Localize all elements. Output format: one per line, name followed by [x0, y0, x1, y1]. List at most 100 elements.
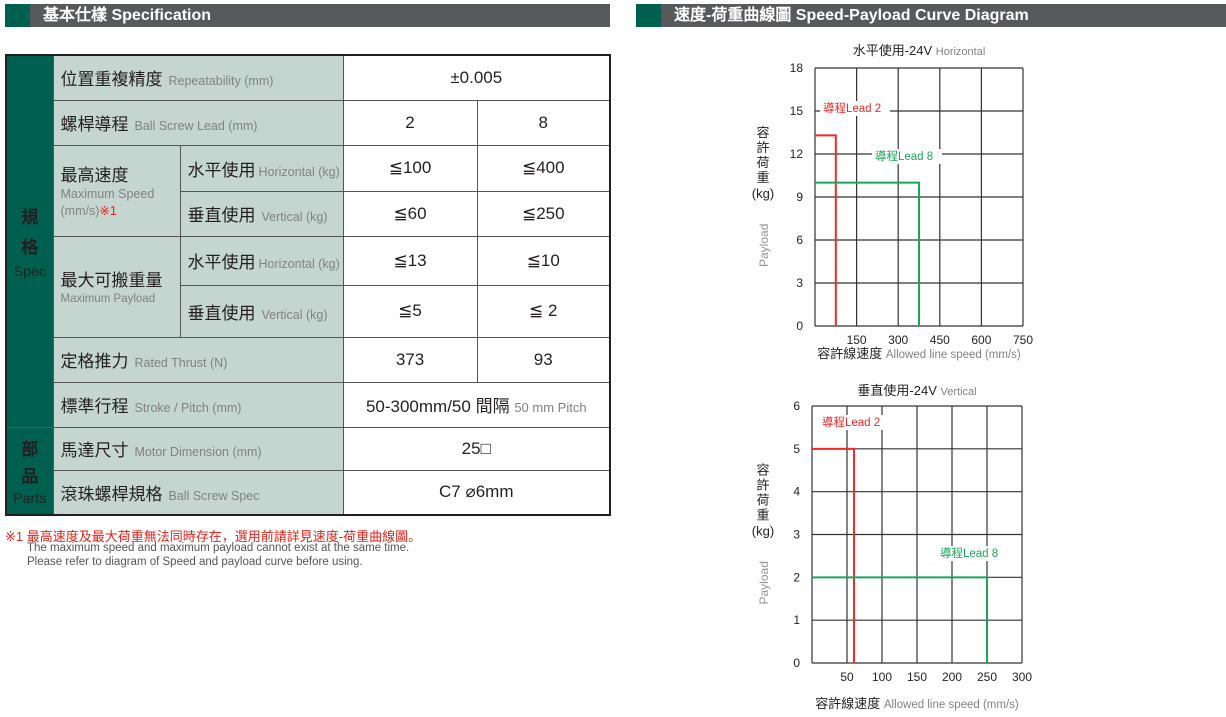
table-row: 部品 Parts 馬達尺寸 Motor Dimension (mm) 25□ [5, 426, 611, 516]
series-label-bg [937, 546, 1007, 561]
footnote-ref: ※1 [99, 204, 117, 218]
y-axis-label-char: 許 [756, 140, 769, 155]
speed-horizontal-2: ≦400 [476, 144, 611, 192]
spec-section-header: 基本仕樣 Specification [5, 4, 610, 27]
parts-band: 部品 Parts [5, 426, 54, 516]
y-axis-label-char: 重 [756, 508, 769, 523]
x-tick-label: 750 [1013, 333, 1033, 347]
payload-vertical-2: ≦ 2 [476, 284, 611, 338]
table-row: 定格推力 Rated Thrust (N) 373 93 [6, 336, 611, 383]
footnote: ※1 最高速度及最大荷重無法同時存在，選用前請詳見速度-荷重曲線圖。 [5, 529, 422, 544]
max-speed-label: 最高速度 Maximum Speed (mm/s)※1 [52, 144, 181, 237]
y-tick-label: 5 [793, 442, 800, 456]
repeatability-value: ±0.005 [342, 54, 611, 101]
band-spec-zh: 規格 [21, 208, 39, 258]
y-tick-label: 12 [790, 147, 804, 161]
series-line [815, 181, 920, 326]
y-axis-label-en: Payload [757, 224, 771, 267]
stroke-label: 標準行程 Stroke / Pitch (mm) [52, 381, 344, 428]
x-tick-label: 300 [1012, 670, 1032, 684]
chart-title: 水平使用-24V Horizontal [853, 43, 986, 58]
band-parts-zh: 部品 [21, 439, 39, 486]
x-tick-label: 50 [840, 670, 854, 684]
series-label-bg [872, 149, 942, 164]
series-label: 導程Lead 8 [940, 546, 998, 560]
x-axis-label: 容許線速度 Allowed line speed (mm/s) [815, 696, 1019, 711]
y-axis-label-char: 重 [756, 170, 769, 185]
payload-vertical-label: 垂直使用 Vertical (kg) [179, 284, 344, 338]
speed-horizontal-1: ≦100 [342, 144, 478, 192]
spec-title-en: Specification [111, 7, 212, 24]
x-tick-label: 450 [930, 333, 950, 347]
chart-title: 速度-荷重曲線圖 [674, 7, 792, 24]
spec-title: 基本仕樣 [43, 7, 108, 24]
y-tick-label: 0 [796, 319, 803, 333]
series-line [812, 576, 988, 663]
x-axis-label: 容許線速度 Allowed line speed (mm/s) [817, 346, 1021, 361]
y-tick-label: 2 [793, 570, 800, 584]
chart-title-en: Speed-Payload Curve Diagram [795, 7, 1029, 24]
y-axis-unit: (kg) [752, 186, 774, 201]
y-axis-label-char: 許 [756, 478, 769, 493]
table-row: 垂直使用 Vertical (kg) ≦5 ≦ 2 [6, 284, 611, 338]
y-tick-label: 18 [790, 61, 804, 75]
header-accent [5, 4, 30, 27]
y-axis-unit: (kg) [752, 524, 774, 539]
header-accent [636, 4, 661, 27]
x-tick-label: 300 [888, 333, 908, 347]
series-label: 導程Lead 8 [875, 149, 933, 163]
table-row: 最高速度 Maximum Speed (mm/s)※1 水平使用 Horizontal… [6, 144, 611, 237]
series-line [812, 447, 855, 663]
series-label-bg [820, 101, 890, 116]
y-tick-label: 0 [793, 656, 800, 670]
ball-screw-label: 滾珠螺桿規格 Ball Screw Spec [52, 469, 344, 516]
table-row: 規格 Spec 位置重複精度 Repeatability (mm) ±0.005 [5, 54, 611, 428]
speed-vertical-2: ≦250 [476, 190, 611, 237]
payload-horizontal-2: ≦10 [476, 235, 611, 286]
y-axis-label-char: 容 [756, 463, 769, 478]
chart-title: 垂直使用-24V Vertical [857, 383, 976, 398]
x-tick-label: 200 [942, 670, 962, 684]
y-tick-label: 15 [790, 104, 804, 118]
speed-horizontal-label: 水平使用 Horizontal (kg) [179, 144, 344, 192]
thrust-value-1: 373 [342, 336, 478, 383]
table-row: 標準行程 Stroke / Pitch (mm) 50-300mm/50 間隔 5… [6, 381, 611, 428]
y-tick-label: 4 [793, 485, 800, 499]
lead-value-1: 2 [342, 99, 478, 146]
thrust-value-2: 93 [476, 336, 611, 383]
table-row: 最大可搬重量 Maximum Payload 水平使用 Horizontal (kg… [6, 235, 611, 338]
footnote-en-1: The maximum speed and maximum payload ca… [27, 542, 410, 554]
chart-section-header: 速度-荷重曲線圖 Speed-Payload Curve Diagram [636, 4, 1226, 27]
ball-screw-value: C7 ⌀6mm [342, 469, 611, 516]
y-tick-label: 3 [793, 528, 800, 542]
y-tick-label: 6 [793, 399, 800, 413]
table-row: 滾珠螺桿規格 Ball Screw Spec C7 ⌀6mm [6, 469, 611, 516]
series-label: 導程Lead 2 [822, 415, 880, 429]
y-axis-label-char: 容 [756, 125, 769, 140]
y-tick-label: 1 [793, 613, 800, 627]
stroke-value: 50-300mm/50 間隔 50 mm Pitch [342, 381, 611, 428]
x-tick-label: 150 [847, 333, 867, 347]
footnote-en-2: Please refer to diagram of Speed and pay… [27, 556, 363, 568]
spec-band: 規格 Spec [5, 54, 54, 428]
speed-vertical-1: ≦60 [342, 190, 478, 237]
y-axis-label-char: 荷 [756, 493, 769, 508]
y-tick-label: 6 [796, 233, 803, 247]
y-tick-label: 9 [796, 190, 803, 204]
y-axis-label-en: Payload [757, 561, 771, 604]
series-label: 導程Lead 2 [823, 101, 881, 115]
band-spec-en: Spec [13, 263, 46, 280]
repeatability-label: 位置重複精度 Repeatability (mm) [52, 54, 344, 101]
y-axis-label-char: 荷 [756, 155, 769, 170]
x-tick-label: 250 [977, 670, 997, 684]
y-tick-label: 3 [796, 276, 803, 290]
motor-label: 馬達尺寸 Motor Dimension (mm) [52, 426, 344, 471]
payload-horizontal-label: 水平使用 Horizontal (kg) [179, 235, 344, 286]
series-label-bg [819, 415, 889, 430]
band-parts-en: Parts [13, 489, 47, 506]
thrust-label: 定格推力 Rated Thrust (N) [52, 336, 344, 383]
x-tick-label: 150 [907, 670, 927, 684]
x-tick-label: 600 [971, 333, 991, 347]
spec-table: 規格 Spec 位置重複精度 Repeatability (mm) ±0.005 螺… [5, 54, 612, 516]
